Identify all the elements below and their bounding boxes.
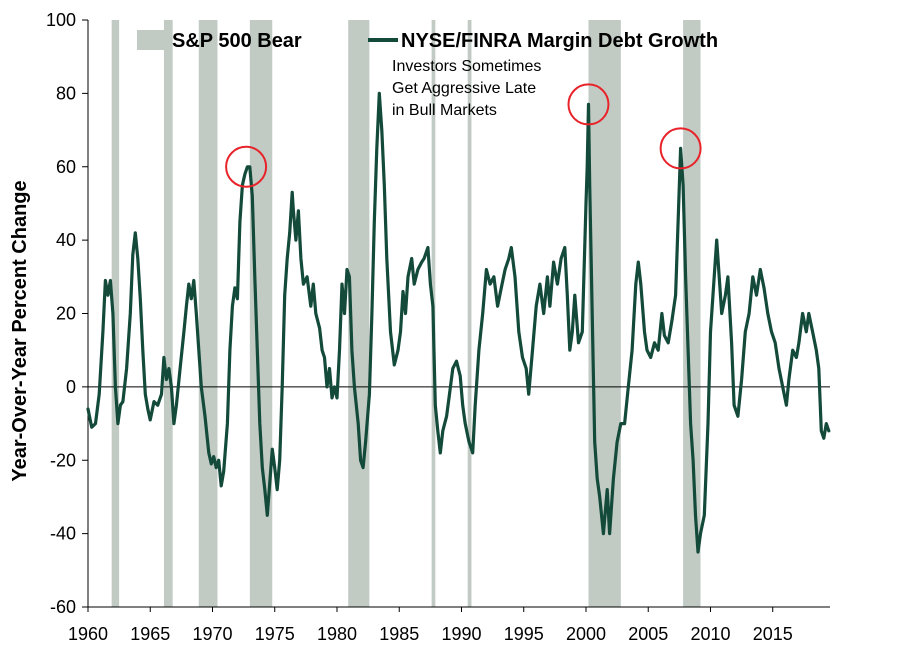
annotation-line-1: Investors Sometimes: [392, 58, 541, 75]
series-line-0: [86, 91, 831, 554]
y-tick-label: 100: [46, 10, 76, 30]
x-tick-label: 1975: [255, 624, 295, 644]
bear-band-2: [198, 20, 218, 607]
peak-circle-0: [225, 145, 268, 188]
x-tick-label: 1960: [68, 624, 108, 644]
bear-band-6: [467, 20, 472, 607]
x-tick-label: 1990: [441, 624, 481, 644]
x-tick-label: 2000: [566, 624, 606, 644]
y-tick-label: 60: [56, 157, 76, 177]
y-tick-label: -60: [50, 597, 76, 617]
x-axis-ticks: 1960 1965 1970 1975 1980 1985 1990 1995 2000 2005…: [68, 607, 793, 644]
x-tick-label: 1985: [379, 624, 419, 644]
x-tick-label: 1995: [504, 624, 544, 644]
y-tick-label: -20: [50, 450, 76, 470]
x-tick-label: 1980: [317, 624, 357, 644]
series-group: [86, 91, 831, 554]
legend-line-label: NYSE/FINRA Margin Debt Growth: [401, 30, 718, 52]
x-tick-label: 2010: [690, 624, 730, 644]
y-tick-label: 0: [66, 377, 76, 397]
y-tick-label: 80: [56, 83, 76, 103]
peak-circle-1: [567, 83, 610, 126]
legend-bear-label: S&P 500 Bear: [172, 30, 302, 52]
x-tick-label: 2015: [753, 624, 793, 644]
y-tick-label: 40: [56, 230, 76, 250]
y-tick-label: 20: [56, 304, 76, 324]
bear-band-0: [111, 20, 120, 607]
legend: S&P 500 Bear NYSE/FINRA Margin Debt Grow…: [137, 30, 718, 52]
annotation: Investors Sometimes Get Aggressive Late …: [392, 58, 541, 119]
annotation-line-3: in Bull Markets: [392, 102, 497, 119]
legend-bear-swatch: [137, 30, 169, 50]
peak-highlights: [225, 83, 702, 188]
peak-circle-2: [659, 127, 702, 170]
y-axis-ticks: -60 -40 -20 0 20 40 60 80 100: [46, 10, 88, 617]
y-tick-label: -40: [50, 524, 76, 544]
bear-band-3: [249, 20, 273, 607]
x-tick-label: 2005: [628, 624, 668, 644]
y-axis-label: Year-Over-Year Percent Change: [9, 180, 31, 481]
bear-band-1: [163, 20, 173, 607]
x-tick-label: 1970: [192, 624, 232, 644]
x-tick-label: 1965: [130, 624, 170, 644]
annotation-line-2: Get Aggressive Late: [392, 80, 536, 97]
